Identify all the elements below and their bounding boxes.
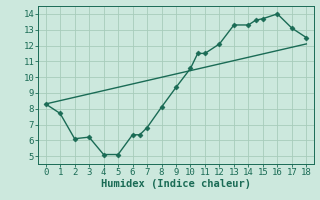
X-axis label: Humidex (Indice chaleur): Humidex (Indice chaleur) [101,179,251,189]
